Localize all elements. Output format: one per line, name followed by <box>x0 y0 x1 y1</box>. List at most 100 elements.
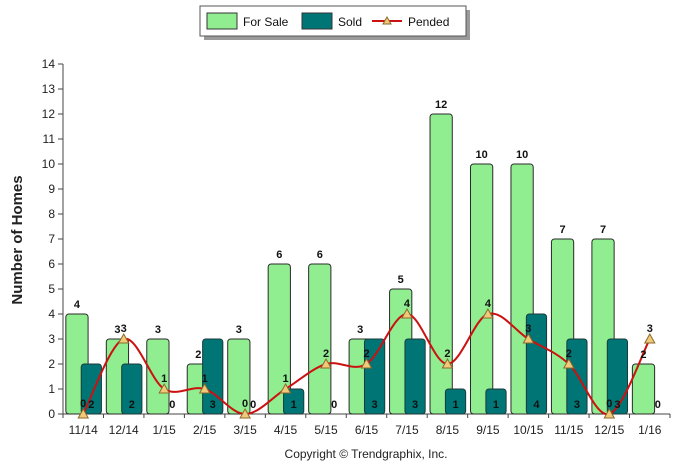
data-label-sold: 3 <box>574 399 580 411</box>
data-label-sold: 3 <box>412 399 418 411</box>
data-label-for-sale: 7 <box>559 224 565 236</box>
data-label-sold: 1 <box>291 399 297 411</box>
x-tick-label: 10/15 <box>513 423 543 437</box>
data-label-pended: 2 <box>323 348 329 360</box>
bar-for-sale <box>469 163 494 415</box>
x-tick-label: 1/16 <box>638 423 662 437</box>
data-label-sold: 2 <box>129 399 135 411</box>
legend-marker-pended <box>382 15 392 25</box>
bar-for-sale <box>267 263 291 415</box>
legend-label-for-sale: For Sale <box>243 15 289 29</box>
x-tick-label: 6/15 <box>355 423 379 437</box>
bar-sold <box>283 388 305 415</box>
data-label-pended: 3 <box>647 323 653 335</box>
bar-sold <box>404 338 426 415</box>
x-tick-label: 3/15 <box>233 423 257 437</box>
pended-marker <box>482 307 494 319</box>
x-tick-label: 12/14 <box>109 423 139 437</box>
data-label-for-sale: 3 <box>236 324 242 336</box>
data-label-pended: 1 <box>161 373 167 385</box>
pended-marker <box>562 357 575 369</box>
data-label-for-sale: 12 <box>435 99 447 111</box>
bars <box>65 113 656 415</box>
bar-sold <box>444 388 467 415</box>
data-label-pended: 0 <box>242 398 248 410</box>
copyright-text: Copyright © Trendgraphix, Inc. <box>285 447 448 461</box>
data-label-pended: 2 <box>444 348 450 360</box>
pended-marker <box>603 407 616 419</box>
bar-for-sale <box>308 263 332 415</box>
bar-for-sale <box>146 338 170 415</box>
pended-marker <box>239 407 251 419</box>
y-tick-label: 0 <box>48 407 55 421</box>
data-label-sold: 0 <box>655 399 661 411</box>
data-label-pended: 3 <box>121 323 127 335</box>
bar-for-sale <box>227 338 251 415</box>
y-tick-label: 8 <box>48 207 55 221</box>
x-tick-label: 2/15 <box>193 423 217 437</box>
x-tick-label: 1/15 <box>152 423 176 437</box>
pended-marker <box>117 332 130 344</box>
data-label-for-sale: 4 <box>74 299 81 311</box>
bar-for-sale <box>429 113 453 415</box>
pended-marker <box>198 382 211 394</box>
x-tick-label: 12/15 <box>594 423 624 437</box>
bar-sold <box>121 363 143 415</box>
data-label-sold: 0 <box>250 399 256 411</box>
y-tick-label: 7 <box>48 232 55 246</box>
data-label-for-sale: 3 <box>114 324 120 336</box>
data-label-pended: 1 <box>283 373 289 385</box>
x-ticks: 11/14 12/14 1/15 2/15 3/15 4/15 5/15 6/15 7/15 8/… <box>62 414 671 437</box>
data-label-sold: 3 <box>614 399 620 411</box>
pended-marker <box>77 407 90 419</box>
legend-label-pended: Pended <box>408 15 449 29</box>
y-tick-label: 10 <box>42 157 56 171</box>
y-tick-label: 11 <box>43 132 56 146</box>
data-label-sold: 2 <box>88 399 94 411</box>
data-label-for-sale: 3 <box>357 324 363 336</box>
y-tick-label: 9 <box>48 182 55 196</box>
data-label-pended: 1 <box>202 373 208 385</box>
data-label-for-sale: 6 <box>276 249 282 261</box>
pended-marker <box>441 357 454 369</box>
pended-marker <box>643 332 656 344</box>
bar-sold <box>606 338 629 415</box>
x-tick-label: 8/15 <box>436 423 460 437</box>
bar-sold <box>363 338 386 415</box>
data-label-sold: 1 <box>493 399 499 411</box>
data-label-pended: 3 <box>525 323 531 335</box>
data-label-sold: 1 <box>452 399 458 411</box>
y-tick-label: 13 <box>42 82 56 96</box>
data-label-pended: 2 <box>566 348 572 360</box>
pended-marker <box>158 382 171 394</box>
x-tick-label: 7/15 <box>395 423 419 437</box>
pended-marker <box>401 307 413 319</box>
bar-sold <box>202 338 224 415</box>
pended-marker <box>320 357 332 369</box>
data-label-for-sale: 10 <box>516 149 528 161</box>
bar-sold <box>566 338 588 415</box>
legend-label-sold: Sold <box>338 15 362 29</box>
x-tick-label: 4/15 <box>274 423 298 437</box>
pended-line-layer <box>77 307 656 419</box>
y-tick-label: 1 <box>48 382 55 396</box>
data-label-sold: 3 <box>210 399 216 411</box>
bar-sold <box>485 388 507 415</box>
legend-swatch-for-sale <box>206 12 238 30</box>
pended-marker <box>279 382 292 394</box>
data-label-pended: 4 <box>404 298 411 310</box>
data-label-for-sale: 3 <box>155 324 161 336</box>
y-tick-label: 3 <box>48 332 55 346</box>
y-tick-label: 2 <box>48 357 55 371</box>
legend-swatch-sold <box>301 12 333 30</box>
data-label-pended: 2 <box>363 348 369 360</box>
data-label-pended: 0 <box>606 398 612 410</box>
data-label-sold: 0 <box>169 399 175 411</box>
x-tick-label: 5/15 <box>314 423 338 437</box>
data-label-sold: 3 <box>372 399 378 411</box>
y-tick-label: 4 <box>48 307 55 321</box>
pended-marker <box>522 332 535 344</box>
y-tick-label: 5 <box>48 282 55 296</box>
